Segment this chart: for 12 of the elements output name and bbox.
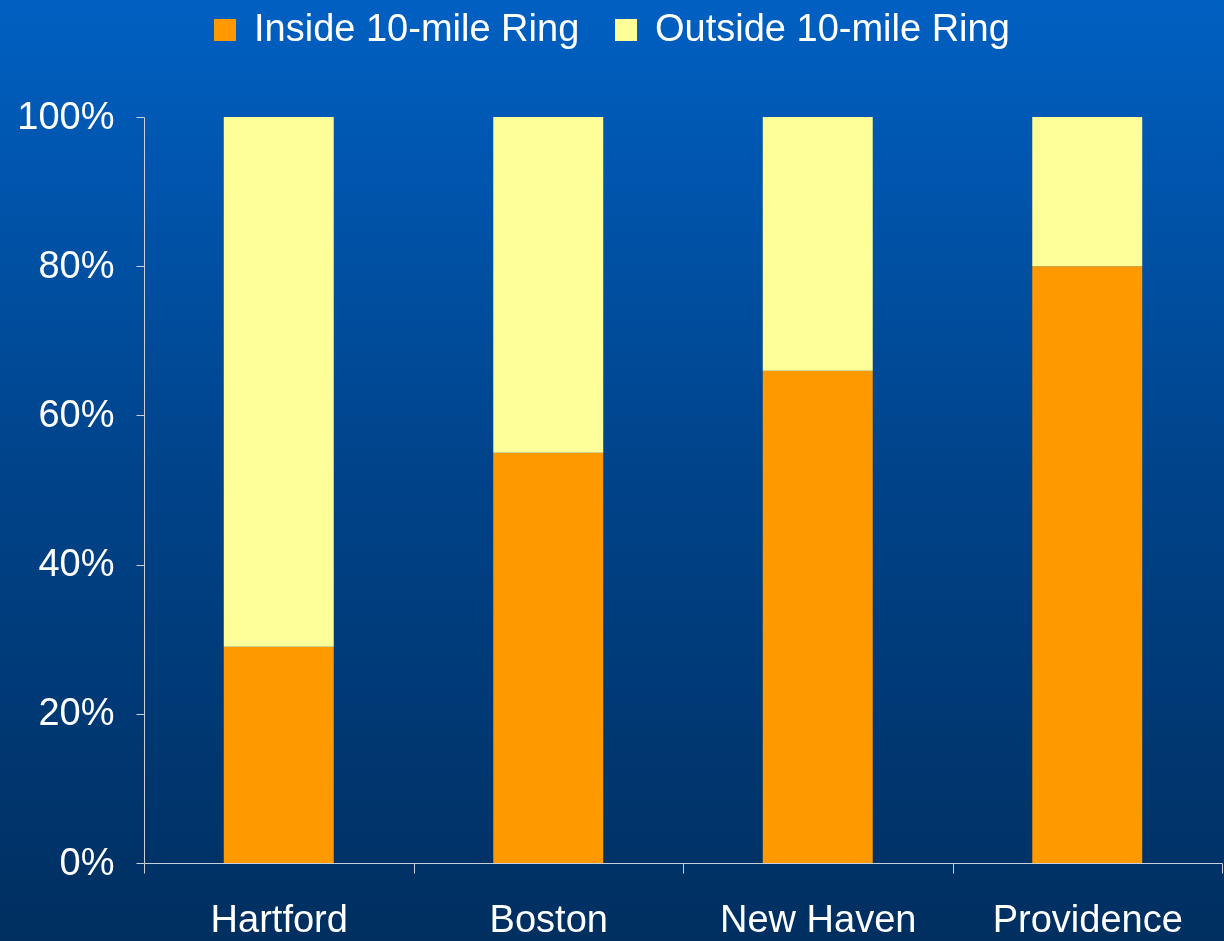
x-tick-label: Hartford [210,897,348,940]
y-tick-label: 0% [59,840,115,883]
legend-label: Outside 10-mile Ring [655,7,1010,49]
x-tick-label: New Haven [720,897,917,940]
y-tick-label: 100% [17,94,115,137]
y-tick-label: 60% [38,392,115,435]
y-tick-label: 80% [38,243,115,286]
y-tick-label: 20% [38,691,115,734]
y-tick-label: 40% [38,542,115,585]
x-tick-label: Boston [489,897,608,940]
x-tick-label: Providence [992,897,1183,940]
legend-label: Inside 10-mile Ring [254,7,580,49]
